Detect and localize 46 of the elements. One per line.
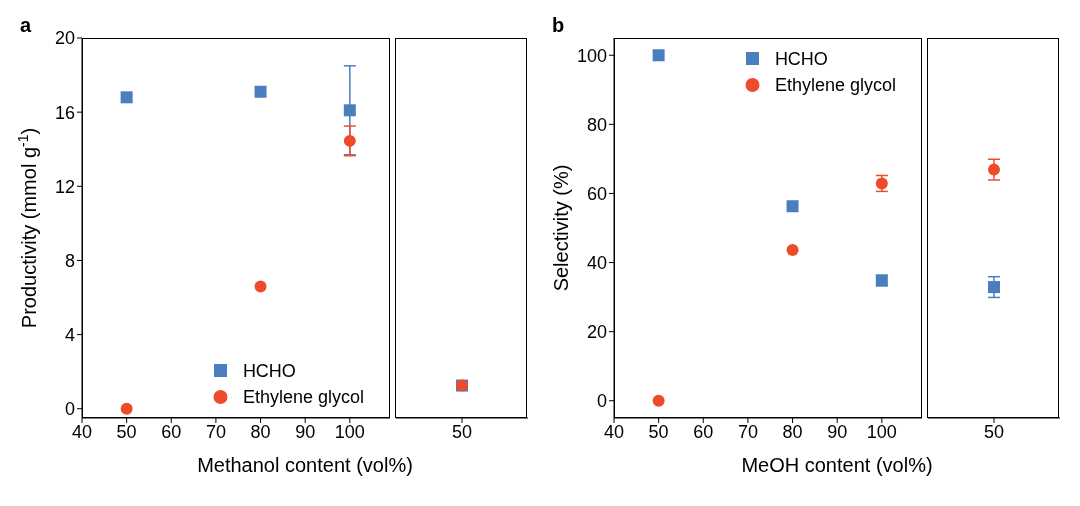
point: [343, 134, 356, 147]
y-tick-label: 60: [586, 183, 607, 204]
x-tick-label: 80: [782, 421, 803, 442]
x-tick-label: 50: [451, 421, 473, 442]
x-tick-label: 50: [648, 421, 669, 442]
point: [343, 104, 356, 117]
x-axis-title: MeOH content (vol%): [740, 454, 934, 477]
chart-title: a: [20, 14, 32, 37]
y-tick-label: 20: [54, 28, 75, 49]
x-tick-label: 100: [334, 421, 365, 442]
point: [120, 402, 133, 415]
point: [786, 200, 799, 213]
x-tick-label: 90: [827, 421, 848, 442]
y-tick-label: 12: [54, 176, 75, 197]
x-tick-label: 40: [603, 421, 625, 442]
legend-label: Ethylene glycol: [774, 74, 896, 96]
y-tick-label: 0: [596, 391, 607, 412]
x-tick-label: 60: [161, 421, 182, 442]
x-tick-label: 70: [737, 421, 758, 442]
x-tick-label: 90: [295, 421, 316, 442]
x-tick-label: 50: [983, 421, 1005, 442]
y-tick-label: 4: [64, 324, 75, 345]
x-axis-title: Methanol content (vol%): [196, 454, 414, 477]
legend-label: HCHO: [774, 48, 828, 70]
point: [652, 394, 665, 407]
y-tick-label: 16: [54, 102, 75, 123]
x-tick-label: 100: [866, 421, 897, 442]
x-tick-label: 60: [693, 421, 714, 442]
y-tick-label: 40: [586, 252, 607, 273]
y-axis-title: Selectivity (%): [550, 164, 572, 292]
x-tick-label: 80: [250, 421, 271, 442]
legend-label: Ethylene glycol: [242, 386, 364, 408]
point: [254, 280, 267, 293]
point: [254, 85, 267, 98]
y-tick-label: 80: [586, 114, 607, 135]
y-tick-label: 8: [64, 250, 75, 271]
x-tick-label: 70: [205, 421, 226, 442]
point: [652, 49, 665, 62]
point: [786, 244, 799, 257]
y-tick-label: 100: [576, 45, 607, 66]
y-tick-label: 20: [586, 322, 607, 343]
legend-label: HCHO: [242, 360, 296, 382]
y-tick-label: 0: [64, 399, 75, 420]
chart-title: b: [552, 14, 565, 37]
point: [120, 91, 133, 104]
x-tick-label: 50: [116, 421, 137, 442]
